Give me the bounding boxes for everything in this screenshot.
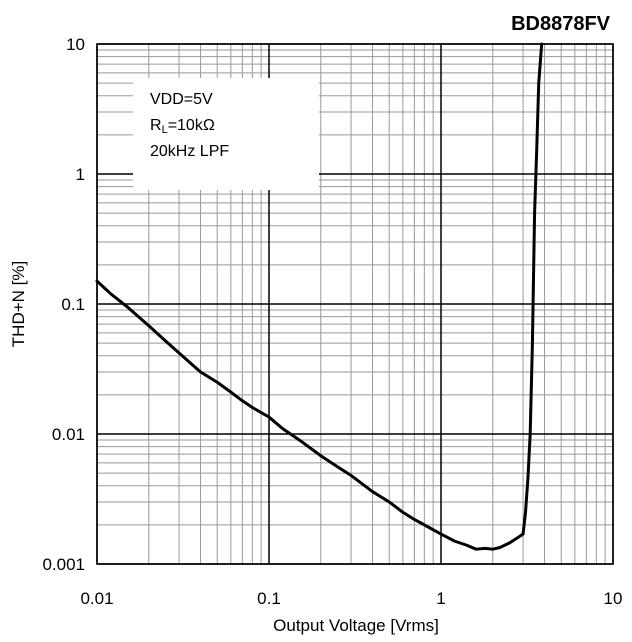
plot-frame bbox=[96, 43, 614, 565]
y-tick-labels: 0.001 0.01 0.1 1 10 bbox=[42, 35, 85, 574]
x-tick-label: 10 bbox=[604, 589, 623, 608]
series-layer bbox=[95, 42, 544, 551]
y-tick-label: 0.01 bbox=[52, 425, 85, 444]
y-axis-label: THD+N [%] bbox=[9, 261, 28, 347]
y-tick-label: 0.1 bbox=[61, 295, 85, 314]
annotation-vdd: VDD=5V bbox=[150, 91, 213, 108]
x-axis-label: Output Voltage [Vrms] bbox=[273, 616, 439, 635]
series-line bbox=[95, 42, 544, 551]
x-tick-label: 0.1 bbox=[257, 589, 281, 608]
x-tick-labels: 0.01 0.1 1 10 bbox=[80, 589, 622, 608]
y-tick-label: 10 bbox=[66, 35, 85, 54]
annotation-load-sub: L bbox=[162, 124, 168, 136]
plot-border bbox=[96, 43, 614, 565]
annotation-load-rest: =10kΩ bbox=[168, 117, 215, 134]
x-tick-label: 0.01 bbox=[80, 589, 113, 608]
y-tick-label: 1 bbox=[76, 165, 85, 184]
annotation-load: RL=10kΩ bbox=[150, 117, 215, 136]
x-tick-label: 1 bbox=[436, 589, 445, 608]
y-tick-label: 0.001 bbox=[42, 555, 85, 574]
annotation-load-main: R bbox=[150, 117, 162, 134]
chart-title: BD8878FV bbox=[511, 13, 611, 35]
annotation-box bbox=[133, 78, 319, 190]
annotation-filter: 20kHz LPF bbox=[150, 143, 229, 160]
